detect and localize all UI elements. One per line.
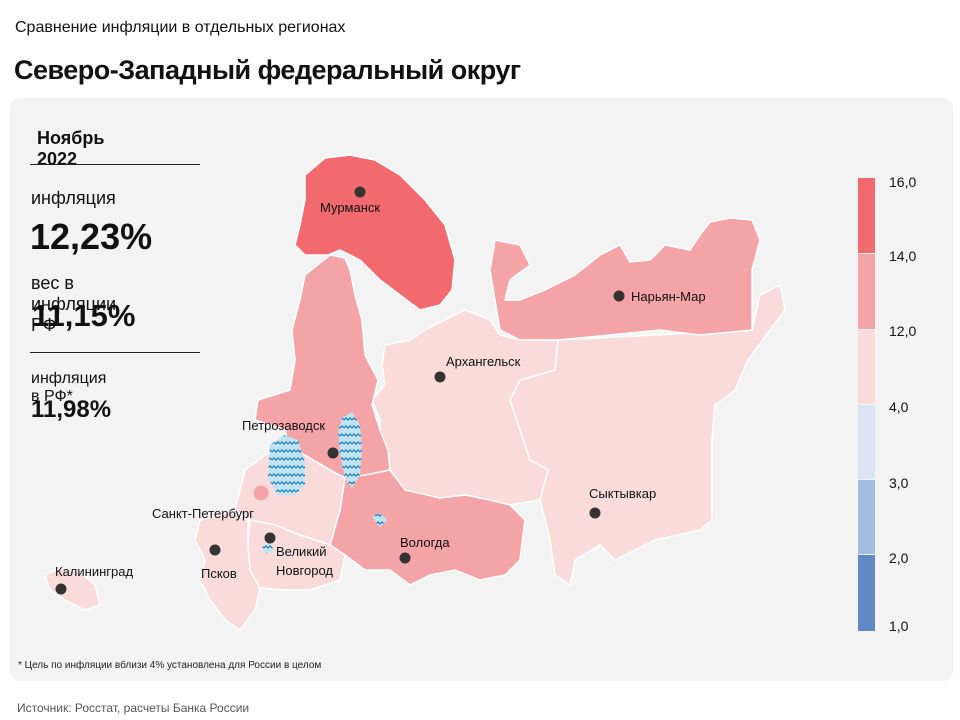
divider — [30, 164, 200, 165]
lake-ilmen — [262, 543, 274, 554]
city-label-pskov: Псков — [201, 566, 237, 581]
city-marker-petrozavodsk — [327, 447, 339, 459]
legend-bin-3-4 — [858, 405, 875, 479]
city-label-murmansk: Мурманск — [320, 200, 380, 215]
city-marker-spb — [253, 485, 269, 501]
weight-value: 11,15% — [32, 298, 136, 333]
lake-onega — [338, 412, 362, 488]
legend-tick: 2,0 — [889, 550, 909, 566]
city-marker-arkhangelsk — [434, 371, 446, 383]
divider — [30, 352, 200, 353]
city-label-novgorod-1: Великий — [276, 544, 327, 559]
city-label-kaliningrad: Калининград — [55, 564, 133, 579]
region-pskov — [194, 511, 261, 632]
lake-beloye — [372, 513, 387, 527]
rf-inflation-value: 11,98% — [31, 396, 112, 423]
legend-tick: 4,0 — [889, 399, 909, 415]
footnote: * Цель по инфляции вблизи 4% установлена… — [18, 660, 322, 671]
city-label-novgorod-2: Новгород — [276, 563, 333, 578]
city-label-arkhangelsk: Архангельск — [446, 354, 521, 369]
city-marker-naryan-mar — [613, 290, 625, 302]
lake-ladoga — [268, 435, 305, 495]
region-murmansk — [294, 154, 456, 311]
legend-bin-2-3 — [858, 480, 875, 554]
region-nenets — [489, 217, 761, 341]
city-marker-murmansk — [354, 186, 366, 198]
legend-bin-4-12 — [858, 330, 875, 404]
city-marker-syktyvkar — [589, 507, 601, 519]
city-marker-kaliningrad — [55, 583, 67, 595]
weight-label: вес в инфляции РФ — [31, 273, 117, 335]
city-marker-novgorod — [264, 532, 276, 544]
city-label-spb: Санкт-Петербург — [152, 506, 254, 521]
legend-tick: 3,0 — [889, 475, 909, 491]
source-note: Источник: Росстат, расчеты Банка России — [17, 701, 250, 715]
region-vologda — [329, 469, 526, 586]
legend-colorbar — [858, 178, 875, 631]
legend-tick: 16,0 — [889, 174, 916, 190]
legend-tick: 12,0 — [889, 323, 916, 339]
rf-inflation-label: инфляция в РФ* — [31, 370, 107, 405]
inflation-label: инфляция — [31, 188, 116, 208]
legend-bin-14-16 — [858, 178, 875, 253]
legend-tick: 14,0 — [889, 248, 916, 264]
legend-bin-12-14 — [858, 254, 875, 329]
legend-bin-1-2 — [858, 555, 875, 631]
city-marker-vologda — [399, 552, 411, 564]
city-marker-pskov — [209, 544, 221, 556]
region-kaliningrad — [44, 567, 101, 611]
city-label-petrozavodsk: Петрозаводск — [242, 418, 325, 433]
city-label-naryan-mar: Нарьян-Мар — [631, 289, 706, 304]
city-label-syktyvkar: Сыктывкар — [589, 486, 656, 501]
subtitle: Сравнение инфляции в отдельных регионах — [15, 19, 346, 36]
page-title: Северо-Западный федеральный округ — [14, 55, 521, 85]
inflation-value: 12,23% — [30, 216, 153, 257]
city-label-vologda: Вологда — [400, 535, 450, 550]
legend-tick: 1,0 — [889, 618, 909, 634]
